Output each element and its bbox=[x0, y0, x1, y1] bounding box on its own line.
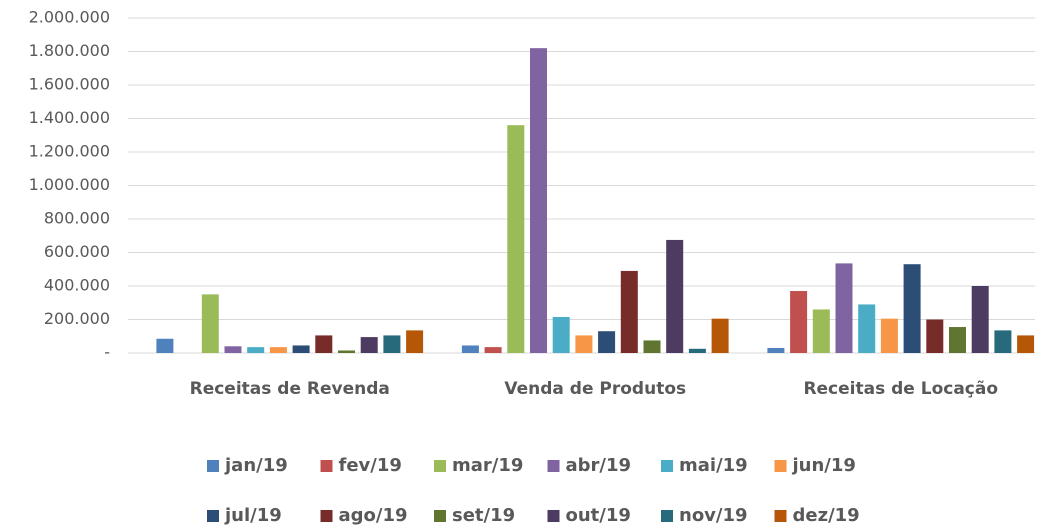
bar bbox=[383, 335, 401, 353]
y-tick-label: 1.600.000 bbox=[29, 75, 110, 94]
legend-label: nov/19 bbox=[679, 505, 748, 526]
y-tick-label: 800.000 bbox=[44, 209, 110, 228]
legend-swatch bbox=[320, 510, 333, 522]
bar bbox=[949, 327, 966, 353]
legend-swatch bbox=[661, 510, 673, 522]
bar bbox=[880, 318, 898, 353]
legend-swatch bbox=[774, 460, 787, 472]
bar bbox=[360, 337, 378, 353]
bar bbox=[552, 316, 570, 353]
legend-label: jul/19 bbox=[224, 505, 282, 526]
legend-label: mai/19 bbox=[679, 455, 748, 476]
legend-label: out/19 bbox=[566, 505, 631, 526]
legend-label: ago/19 bbox=[339, 505, 408, 526]
legend-swatch bbox=[774, 510, 787, 522]
y-tick-label: 1.000.000 bbox=[29, 175, 110, 194]
bar bbox=[1017, 335, 1035, 353]
bar bbox=[620, 270, 638, 353]
y-tick-label: 1.200.000 bbox=[29, 142, 110, 161]
y-tick-label: - bbox=[104, 343, 110, 362]
bar bbox=[643, 340, 661, 353]
bar bbox=[903, 264, 921, 353]
legend-label: jan/19 bbox=[224, 455, 288, 476]
legend-swatch bbox=[547, 510, 560, 522]
legend-label: jun/19 bbox=[792, 455, 856, 476]
bar bbox=[269, 347, 287, 353]
bar bbox=[315, 335, 333, 353]
bar bbox=[711, 318, 729, 353]
bar bbox=[926, 319, 944, 353]
bar bbox=[224, 346, 242, 353]
bar bbox=[767, 347, 785, 353]
bar bbox=[688, 348, 706, 353]
bar bbox=[484, 347, 502, 353]
x-tick-label: Receitas de Revenda bbox=[190, 379, 390, 399]
bar bbox=[994, 330, 1012, 353]
bar bbox=[858, 304, 876, 353]
bar bbox=[406, 330, 424, 353]
bar bbox=[835, 263, 853, 353]
legend-label: dez/19 bbox=[793, 505, 860, 526]
y-tick-label: 600.000 bbox=[44, 242, 110, 261]
legend-swatch bbox=[207, 460, 219, 472]
y-tick-label: 1.400.000 bbox=[29, 108, 110, 127]
bar bbox=[338, 350, 355, 353]
bar bbox=[292, 345, 310, 353]
x-tick-label: Venda de Produtos bbox=[504, 379, 686, 399]
legend-swatch bbox=[547, 460, 560, 472]
bar bbox=[575, 335, 593, 353]
bar bbox=[156, 338, 174, 353]
bar bbox=[790, 291, 808, 353]
bar bbox=[247, 347, 265, 353]
y-tick-label: 400.000 bbox=[44, 276, 110, 295]
legend-swatch bbox=[207, 510, 219, 522]
bar bbox=[971, 286, 989, 353]
legend-swatch bbox=[320, 460, 333, 472]
x-tick-label: Receitas de Locação bbox=[803, 379, 998, 399]
bar bbox=[530, 48, 547, 354]
bar bbox=[461, 345, 479, 353]
legend-label: set/19 bbox=[452, 505, 515, 526]
bar bbox=[507, 125, 525, 353]
legend-swatch bbox=[661, 460, 673, 472]
legend-label: abr/19 bbox=[566, 455, 632, 476]
y-tick-label: 2.000.000 bbox=[29, 8, 110, 27]
legend-label: fev/19 bbox=[339, 455, 402, 476]
bar bbox=[812, 309, 830, 353]
bar bbox=[666, 239, 684, 353]
legend-label: mar/19 bbox=[452, 455, 523, 476]
legend-swatch bbox=[434, 460, 446, 472]
y-tick-label: 1.800.000 bbox=[29, 41, 110, 60]
legend-swatch bbox=[434, 510, 446, 522]
bar bbox=[201, 294, 219, 353]
y-tick-label: 200.000 bbox=[44, 309, 110, 328]
bar bbox=[598, 331, 616, 353]
